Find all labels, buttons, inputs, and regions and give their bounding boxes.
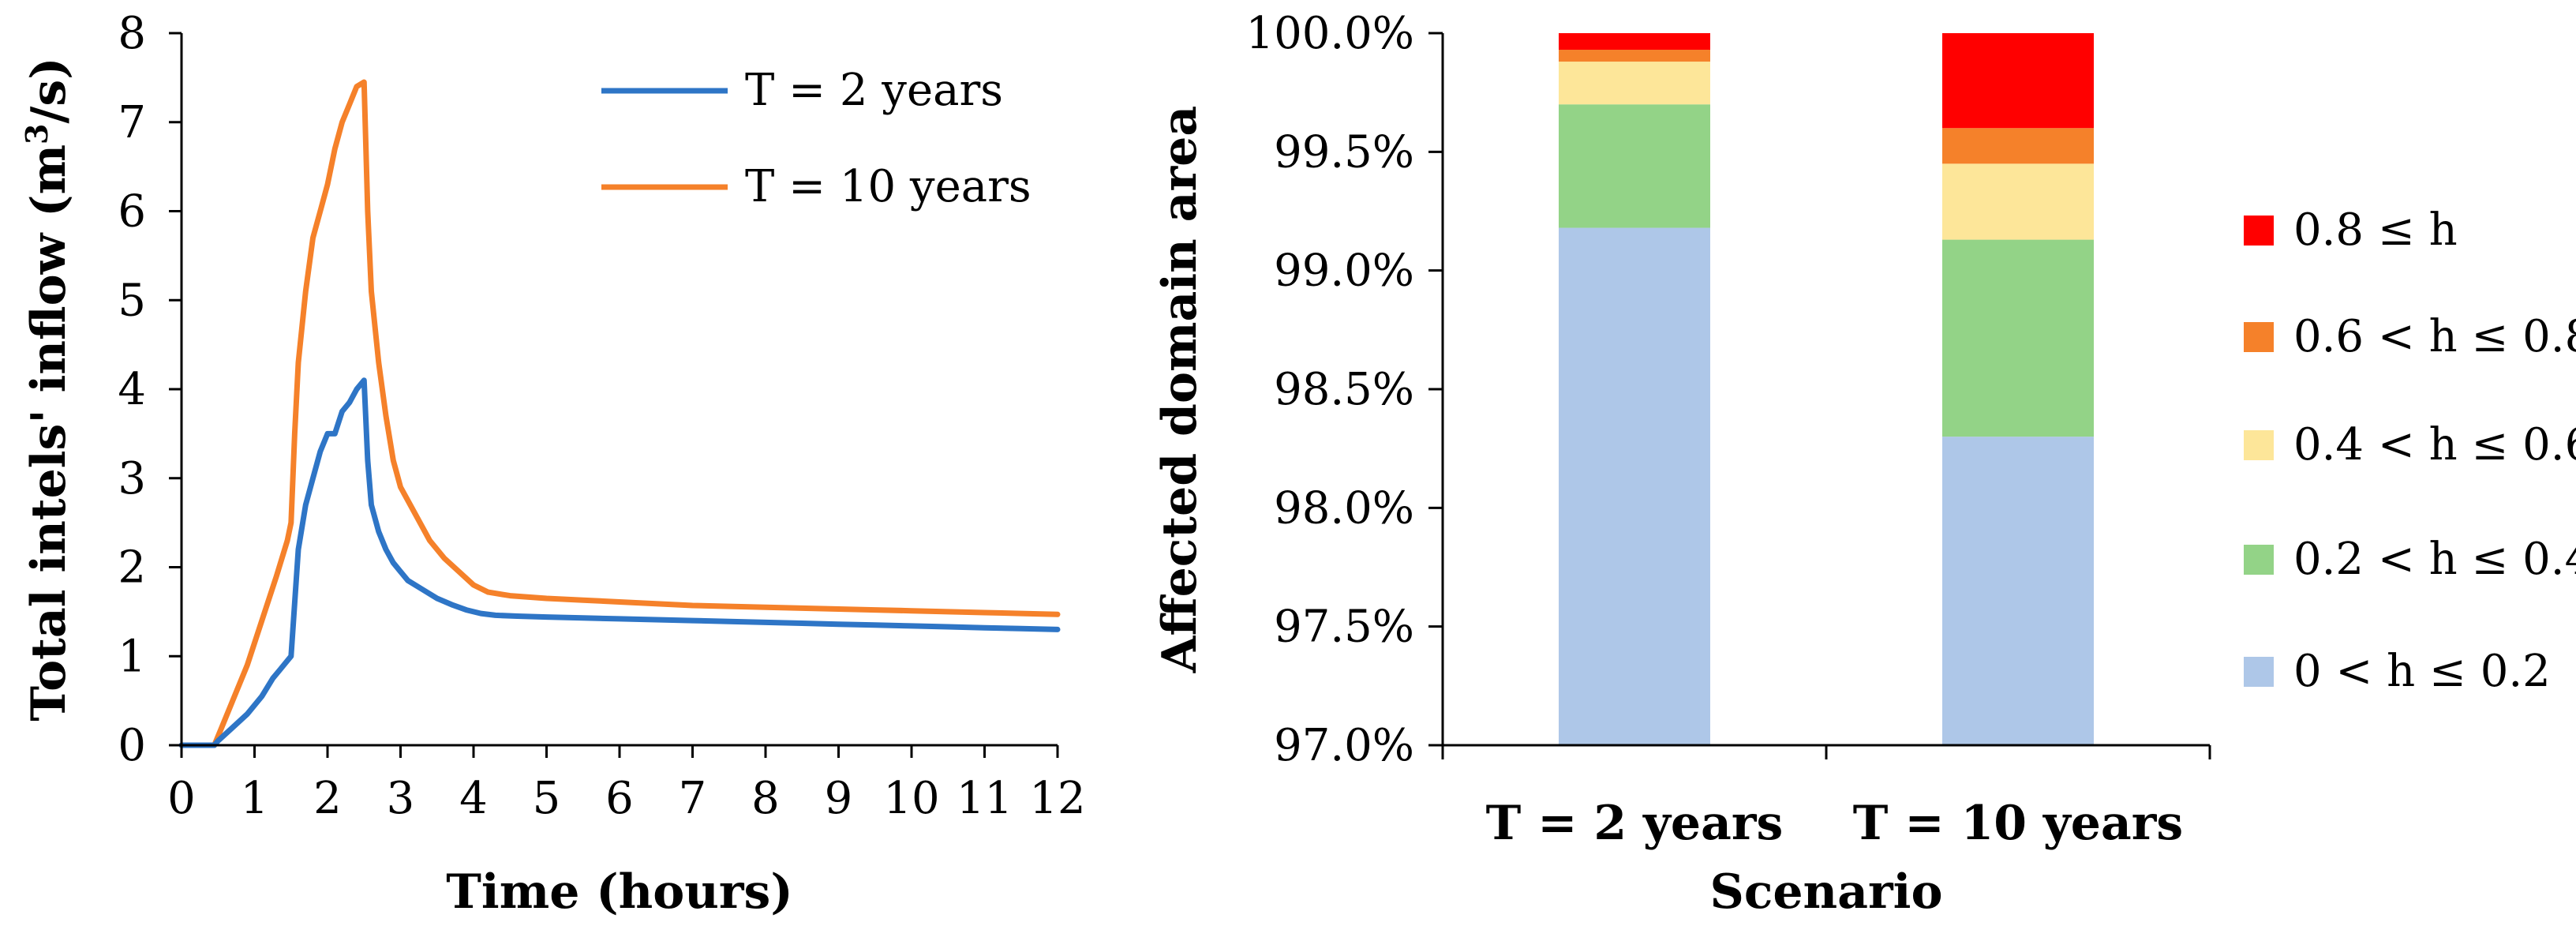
line-y-axis-title: Total intels' inflow (m3/s) xyxy=(19,57,77,721)
line-y-tick-label: 5 xyxy=(118,275,146,326)
line-x-tick-label: 5 xyxy=(533,773,561,824)
line-y-tick-label: 0 xyxy=(118,720,146,771)
bar-segment-t10-series-1 xyxy=(1942,239,2094,437)
bar-y-axis-title: Affected domain area xyxy=(1152,106,1208,673)
line-x-tick-group: 0 1 2 3 4 5 6 7 8 9 10 11 12 xyxy=(167,745,1086,824)
bar-y-tick-label: 98.0% xyxy=(1274,482,1414,534)
legend-label-h-0.6-0.8: 0.6 < h ≤ 0.8 xyxy=(2293,311,2576,362)
line-x-tick-label: 12 xyxy=(1029,773,1085,824)
line-legend: T = 2 years T = 10 years xyxy=(601,65,1032,212)
line-y-tick-label: 8 xyxy=(118,8,146,59)
bar-category-label-t2: T = 2 years xyxy=(1486,796,1784,851)
line-x-tick-label: 10 xyxy=(883,773,939,824)
bar-segment-t2-series-3 xyxy=(1559,50,1710,62)
bar-y-tick-label: 99.5% xyxy=(1274,126,1414,178)
bar-segment-t2-series-0 xyxy=(1559,227,1710,746)
bar-category-label-t10: T = 10 years xyxy=(1853,796,2183,851)
series-line-t10 xyxy=(178,79,1061,748)
bar-segment-t10-series-4 xyxy=(1942,33,2094,129)
bar-segment-t10-series-2 xyxy=(1942,163,2094,240)
bar-x-axis-title: Scenario xyxy=(1710,864,1943,920)
line-x-tick-label: 0 xyxy=(167,773,196,824)
bar-y-tick-group: 100.0% 99.5% 99.0% 98.5% 98.0% 97.5% 97.0% xyxy=(1245,8,1443,771)
bar-segment-t10-series-3 xyxy=(1942,128,2094,164)
line-y-tick-label: 2 xyxy=(118,542,146,594)
line-x-tick-label: 6 xyxy=(605,773,634,824)
bar-y-tick-label: 97.0% xyxy=(1274,720,1414,771)
legend-label-h-0.2-0.4: 0.2 < h ≤ 0.4 xyxy=(2293,534,2576,585)
bar-segment-t2-series-2 xyxy=(1559,62,1710,105)
legend-swatch-h-0.2-0.4 xyxy=(2244,545,2274,575)
legend-swatch-h-0-0.2 xyxy=(2244,657,2274,687)
legend-label-t2: T = 2 years xyxy=(745,65,1003,116)
bar-segment-group xyxy=(1559,33,2094,746)
legend-label-h-above-0.8: 0.8 ≤ h xyxy=(2293,204,2458,256)
legend-swatch-h-0.4-0.6 xyxy=(2244,430,2274,460)
line-y-tick-label: 4 xyxy=(118,364,146,415)
line-x-tick-label: 1 xyxy=(241,773,269,824)
line-x-tick-label: 9 xyxy=(825,773,853,824)
bar-chart: 100.0% 99.5% 99.0% 98.5% 98.0% 97.5% 97.0% T =… xyxy=(1152,8,2576,920)
line-y-tick-group: 0 1 2 3 4 5 6 7 8 xyxy=(118,8,182,771)
line-x-axis-title: Time (hours) xyxy=(446,864,792,920)
legend-label-h-0-0.2: 0 < h ≤ 0.2 xyxy=(2293,646,2551,697)
bar-y-tick-label: 97.5% xyxy=(1274,602,1414,653)
line-x-tick-label: 7 xyxy=(679,773,707,824)
bar-x-tick-group: T = 2 years T = 10 years xyxy=(1441,745,2211,851)
bar-segment-t2-series-1 xyxy=(1559,104,1710,228)
line-x-tick-label: 3 xyxy=(387,773,415,824)
line-series-group xyxy=(178,79,1061,748)
line-y-tick-label: 7 xyxy=(118,97,146,148)
legend-swatch-h-above-0.8 xyxy=(2244,216,2274,246)
line-x-tick-label: 11 xyxy=(957,773,1013,824)
bar-segment-t2-series-4 xyxy=(1559,33,1710,51)
bar-y-tick-label: 100.0% xyxy=(1245,8,1414,59)
line-x-tick-label: 4 xyxy=(459,773,488,824)
legend-label-t10: T = 10 years xyxy=(745,161,1032,212)
legend-swatch-h-0.6-0.8 xyxy=(2244,322,2274,352)
legend-label-h-0.4-0.6: 0.4 < h ≤ 0.6 xyxy=(2293,419,2576,470)
line-y-tick-label: 1 xyxy=(118,631,146,682)
line-y-tick-label: 3 xyxy=(118,453,146,504)
bar-y-tick-label: 98.5% xyxy=(1274,364,1414,415)
bar-segment-t10-series-0 xyxy=(1942,437,2094,745)
series-line-t2 xyxy=(178,377,1061,748)
line-y-tick-label: 6 xyxy=(118,186,146,238)
bar-y-tick-label: 99.0% xyxy=(1274,246,1414,297)
bar-legend: 0.8 ≤ h 0.6 < h ≤ 0.8 0.4 < h ≤ 0.6 0.2 … xyxy=(2244,204,2576,697)
line-x-tick-label: 8 xyxy=(751,773,780,824)
line-x-tick-label: 2 xyxy=(313,773,342,824)
